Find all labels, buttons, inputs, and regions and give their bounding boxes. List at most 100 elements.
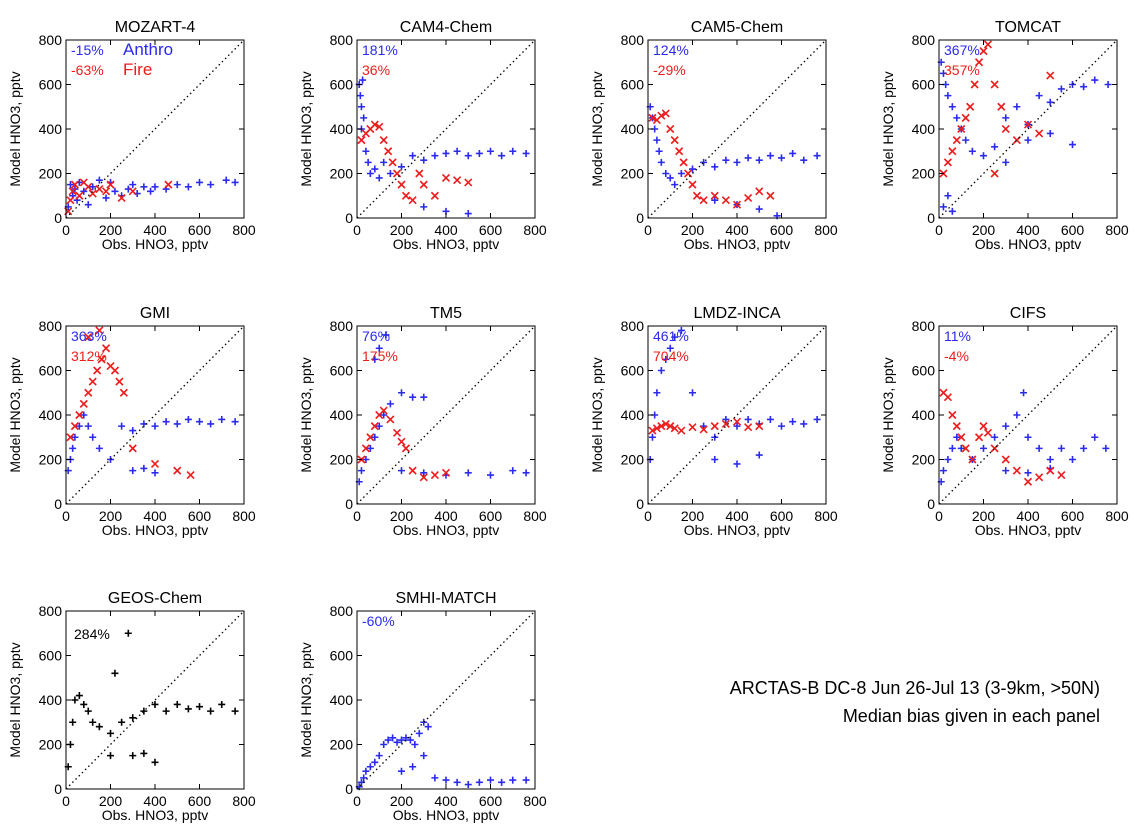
anthro-point [420, 203, 428, 211]
anthro-point [162, 418, 170, 426]
fire-point [661, 419, 670, 428]
panel-gmi: GMI 0 200 400 600 800 0 200 400 600 800 Obs. HNO3, … [7, 305, 256, 538]
x-tick-label: 600 [770, 508, 794, 524]
x-tick-label: 200 [99, 793, 123, 809]
anthro-point [1002, 467, 1010, 475]
anthro-point [102, 194, 110, 202]
x-axis-label: Obs. HNO3, pptv [102, 522, 209, 538]
y-tick-label: 0 [927, 210, 935, 226]
anthro-point [1020, 389, 1028, 397]
anthro-point [375, 344, 383, 352]
fire-point [948, 147, 957, 156]
fire-point [657, 111, 666, 120]
fire-point [688, 423, 697, 432]
fire-point [375, 122, 384, 131]
x-tick-label: 600 [479, 508, 503, 524]
fire-point [974, 58, 984, 67]
fire-point [408, 466, 417, 475]
fire-point [657, 422, 666, 431]
fire-point [95, 185, 104, 194]
anthro-point [800, 156, 808, 164]
y-tick-label: 800 [39, 318, 63, 334]
anthro-point [1057, 85, 1065, 93]
y-tick-label: 800 [621, 318, 645, 334]
anthro-point [80, 411, 88, 419]
anthro-point [1057, 444, 1065, 452]
anthro-point [140, 707, 148, 715]
fire-point [721, 419, 730, 428]
fire-point [430, 471, 439, 480]
anthro-point [66, 181, 74, 189]
anthro-point [953, 433, 961, 441]
x-tick-label: 200 [681, 222, 705, 238]
anthro-point [398, 467, 405, 475]
panel-cifs: CIFS 0 200 400 600 800 0 200 400 600 800 Obs. HNO3,… [880, 305, 1129, 538]
x-tick-label: 400 [143, 508, 167, 524]
x-tick-label: 400 [1016, 508, 1040, 524]
fire-point [661, 109, 670, 118]
anthro-point [222, 176, 230, 184]
anthro-point [75, 692, 83, 700]
panel-title: SMHI-MATCH [395, 590, 496, 607]
anthro-point [380, 741, 388, 748]
anthro-point [1069, 456, 1076, 463]
anthro-point [1046, 456, 1054, 463]
anthro-point [1091, 76, 1099, 84]
anthro-point [968, 147, 976, 155]
anthro-point [140, 464, 148, 472]
anthro-point [431, 152, 439, 160]
fire-point [117, 193, 126, 203]
anthro-point [487, 147, 494, 155]
x-tick-label: 800 [232, 793, 256, 809]
fire-point [732, 200, 742, 209]
anthro-point [173, 420, 181, 428]
anthro-point [944, 92, 952, 100]
anthro-point [1024, 433, 1032, 441]
fire-point [128, 444, 137, 453]
anthro-point [453, 778, 461, 786]
y-tick-label: 200 [330, 166, 354, 182]
x-tick-label: 800 [523, 508, 547, 524]
panel-title: CAM5-Chem [691, 19, 783, 36]
fire-point [128, 187, 137, 196]
x-tick-label: 600 [479, 222, 503, 238]
anthro-point [662, 355, 670, 363]
anthro-point [711, 433, 719, 441]
anthro-point [124, 629, 132, 637]
x-tick-label: 600 [1061, 222, 1085, 238]
anthro-point [107, 456, 114, 463]
bias-annotation: Fire [123, 60, 152, 79]
anthro-point [789, 418, 797, 426]
fire-point [1057, 471, 1066, 480]
x-tick-label: 600 [188, 508, 212, 524]
anthro-point [140, 183, 148, 191]
fire-point [1046, 71, 1055, 80]
x-tick-label: 600 [479, 793, 503, 809]
anthro-point [420, 393, 428, 401]
x-tick-label: 0 [62, 793, 70, 809]
x-tick-label: 200 [99, 508, 123, 524]
fire-point [1012, 466, 1021, 475]
x-tick-label: 800 [232, 508, 256, 524]
anthro-point [1024, 469, 1032, 477]
anthro-point [464, 210, 472, 218]
y-axis-label: Model HNO3, pptv [589, 357, 605, 472]
anthro-point [384, 736, 392, 744]
anthro-point [95, 444, 103, 452]
anthro-point [409, 152, 417, 160]
x-tick-label: 400 [434, 793, 458, 809]
y-tick-label: 200 [912, 452, 936, 468]
anthro-point [386, 400, 394, 408]
anthro-point [151, 183, 159, 191]
anthro-point [151, 758, 159, 766]
anthro-point [1102, 444, 1110, 452]
y-tick-label: 0 [54, 781, 62, 797]
anthro-point [677, 170, 685, 177]
anthro-point [118, 422, 126, 430]
fire-point [370, 422, 379, 431]
anthro-point [711, 456, 719, 463]
fire-point [970, 80, 979, 89]
x-tick-label: 400 [725, 222, 749, 238]
fire-point [70, 180, 79, 189]
